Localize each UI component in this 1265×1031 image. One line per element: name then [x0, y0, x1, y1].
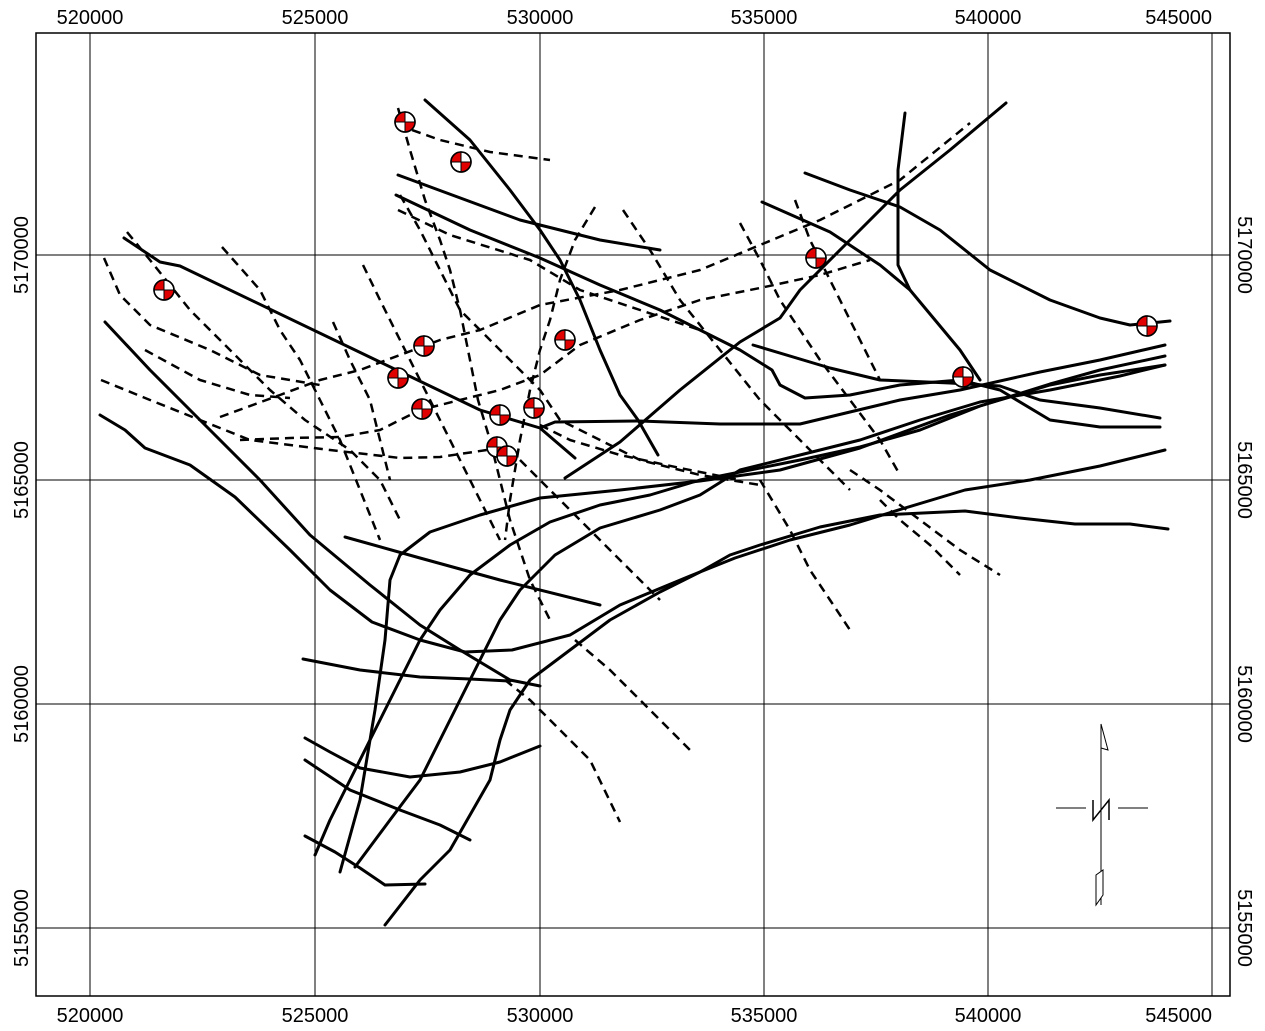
y-tick-label: 5165000	[11, 441, 33, 519]
focal-mechanism-symbol	[411, 398, 433, 420]
x-axis-top: 520000 525000 530000 535000 540000 54500…	[57, 7, 1212, 29]
fault-line	[313, 354, 1167, 857]
fault-line-dashed	[793, 199, 882, 381]
north-arrow-icon	[1056, 723, 1148, 907]
focal-mechanism-symbol	[523, 397, 545, 419]
x-tick-label: 535000	[731, 7, 798, 29]
fault-line-dashed	[539, 423, 741, 482]
fault-line	[751, 343, 1162, 420]
fault-line	[301, 657, 512, 683]
x-tick-label: 525000	[282, 1005, 349, 1027]
focal-mechanism-symbol	[496, 445, 518, 467]
fault-line-dashed	[331, 321, 392, 481]
fault-line-dashed	[504, 679, 622, 823]
focal-mechanism-symbol	[489, 404, 511, 426]
x-tick-label: 540000	[955, 1005, 1022, 1027]
fault-line	[563, 101, 1008, 480]
y-tick-label: 5155000	[11, 889, 33, 967]
fault-line-dashed	[738, 222, 902, 476]
fault-line-dashed	[239, 258, 871, 442]
fault-line-dashed	[100, 378, 501, 460]
dashed-faults	[100, 107, 1001, 823]
focal-mechanism-symbol	[1136, 315, 1158, 337]
fault-line	[303, 736, 542, 779]
fault-line	[303, 758, 472, 842]
fault-line-dashed	[221, 246, 382, 541]
fault-line-dashed	[396, 107, 552, 621]
y-tick-label: 5170000	[1233, 216, 1255, 294]
fault-line-dashed	[219, 122, 971, 419]
fault-line	[896, 111, 982, 382]
fault-line-dashed	[398, 194, 761, 487]
map-frame	[35, 32, 1231, 997]
focal-mechanism-symbol	[387, 367, 409, 389]
y-tick-label: 5155000	[1233, 889, 1255, 967]
x-tick-label: 545000	[1145, 1005, 1212, 1027]
y-axis-right: 5155000 5160000 5165000 5170000	[1233, 216, 1255, 967]
fault-line	[353, 363, 1167, 869]
focal-mechanism-symbol	[554, 329, 576, 351]
focal-mechanism-symbol	[805, 247, 827, 269]
fault-line-dashed	[126, 231, 402, 521]
fault-line-dashed	[102, 257, 321, 387]
x-tick-label: 530000	[507, 1005, 574, 1027]
fault-line-dashed	[574, 639, 691, 751]
y-tick-label: 5165000	[1233, 441, 1255, 519]
focal-mechanism-symbol	[450, 151, 472, 173]
fault-line	[98, 413, 1167, 654]
fault-line	[396, 173, 662, 252]
fault-line	[343, 535, 602, 607]
fault-line	[803, 171, 1172, 327]
focal-mechanism-symbol	[413, 335, 435, 357]
fault-line-dashed	[144, 348, 291, 400]
fault-line-dashed	[397, 208, 701, 332]
fault-line	[383, 509, 1170, 927]
fault-line-dashed	[397, 123, 551, 162]
fault-line-dashed	[361, 264, 502, 541]
fault-line-dashed	[849, 468, 1001, 577]
fault-line	[394, 193, 1162, 429]
x-tick-label: 520000	[57, 1005, 124, 1027]
fault-line	[103, 320, 542, 688]
fault-line-dashed	[621, 209, 851, 491]
fault-line-dashed	[519, 459, 661, 601]
x-tick-label: 540000	[955, 7, 1022, 29]
focal-mechanism-symbol	[153, 279, 175, 301]
y-tick-label: 5160000	[1233, 665, 1255, 743]
y-tick-label: 5160000	[11, 665, 33, 743]
fault-line	[538, 343, 1167, 430]
x-tick-label: 535000	[731, 1005, 798, 1027]
x-tick-label: 525000	[282, 7, 349, 29]
x-axis-bottom: 520000 525000 530000 535000 540000 54500…	[57, 1005, 1212, 1027]
x-tick-label: 530000	[507, 7, 574, 29]
focal-mechanism-symbol	[394, 111, 416, 133]
y-tick-label: 5170000	[11, 216, 33, 294]
y-axis-left: 5155000 5160000 5165000 5170000	[11, 216, 33, 967]
solid-faults	[98, 98, 1172, 927]
fault-line	[303, 834, 427, 887]
fault-line	[760, 200, 912, 292]
fault-line-dashed	[758, 479, 852, 631]
focal-mechanism-symbol	[952, 366, 974, 388]
x-tick-label: 545000	[1145, 7, 1212, 29]
fault-line-dashed	[503, 206, 597, 541]
fault-line	[423, 98, 660, 457]
x-tick-label: 520000	[57, 7, 124, 29]
fault-line-dashed	[879, 499, 961, 576]
